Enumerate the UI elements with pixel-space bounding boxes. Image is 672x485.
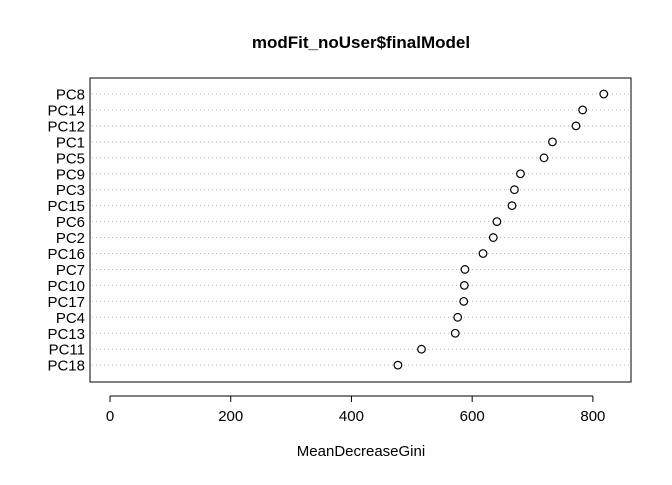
plot-area: PC8PC14PC12PC1PC5PC9PC3PC15PC6PC2PC16PC7… bbox=[47, 77, 632, 425]
point-pc2 bbox=[488, 233, 498, 242]
category-label-pc8: PC8 bbox=[56, 87, 85, 104]
point-pc16 bbox=[478, 249, 488, 258]
point-pc10 bbox=[459, 281, 469, 290]
chart-title: modFit_noUser$finalModel bbox=[252, 33, 470, 52]
point-pc17 bbox=[459, 296, 469, 306]
category-label-pc17: PC17 bbox=[47, 294, 85, 311]
point-pc18 bbox=[393, 360, 403, 370]
point-pc5 bbox=[539, 153, 549, 163]
category-label-pc4: PC4 bbox=[56, 310, 85, 327]
category-label-pc2: PC2 bbox=[56, 230, 85, 247]
category-label-pc3: PC3 bbox=[56, 182, 85, 199]
point-pc1 bbox=[548, 137, 557, 147]
category-label-pc7: PC7 bbox=[56, 262, 85, 279]
category-label-pc11: PC11 bbox=[49, 342, 85, 359]
point-pc9 bbox=[516, 169, 525, 179]
x-tick-label-200: 200 bbox=[218, 408, 243, 425]
category-label-pc10: PC10 bbox=[47, 278, 85, 295]
plot-frame bbox=[89, 77, 632, 383]
x-tick-label-800: 800 bbox=[580, 408, 605, 425]
category-label-pc9: PC9 bbox=[56, 166, 85, 183]
category-label-pc15: PC15 bbox=[47, 198, 85, 215]
point-pc4 bbox=[453, 312, 463, 322]
category-label-pc14: PC14 bbox=[47, 102, 85, 119]
category-label-pc18: PC18 bbox=[47, 358, 85, 375]
x-tick-label-0: 0 bbox=[106, 408, 114, 425]
category-label-pc13: PC13 bbox=[47, 326, 85, 343]
point-pc13 bbox=[450, 328, 460, 338]
category-label-pc5: PC5 bbox=[56, 150, 85, 167]
category-label-pc12: PC12 bbox=[47, 118, 85, 135]
point-pc12 bbox=[571, 121, 581, 131]
point-pc11 bbox=[417, 344, 426, 354]
x-axis-label: MeanDecreaseGini bbox=[297, 443, 425, 460]
category-label-pc16: PC16 bbox=[47, 246, 85, 263]
x-tick-label-400: 400 bbox=[339, 408, 364, 425]
point-pc15 bbox=[507, 201, 517, 211]
point-pc7 bbox=[460, 265, 470, 274]
point-pc8 bbox=[599, 89, 609, 99]
category-label-pc6: PC6 bbox=[56, 214, 85, 231]
point-pc3 bbox=[510, 185, 519, 195]
point-pc14 bbox=[578, 105, 588, 115]
x-tick-label-600: 600 bbox=[460, 408, 485, 425]
category-label-pc1: PC1 bbox=[56, 134, 85, 151]
point-pc6 bbox=[492, 217, 502, 227]
